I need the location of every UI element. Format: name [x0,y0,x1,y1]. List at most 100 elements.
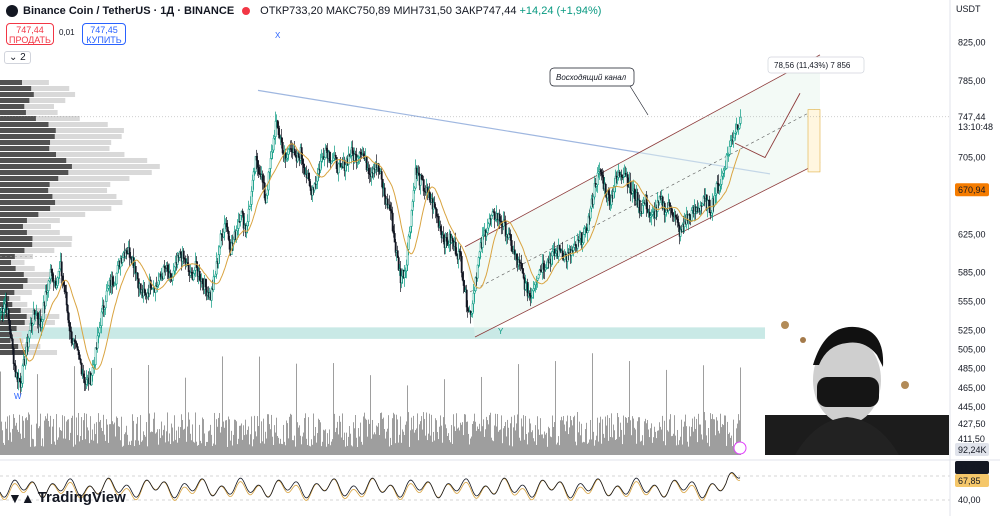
candle-body [256,159,259,168]
price-tick-label: 427,50 [958,419,986,429]
volume-profile-bar [0,140,112,145]
volume-bar [374,432,375,455]
volume-bar [599,422,600,455]
volume-bar [341,437,342,455]
volume-bar [699,424,700,455]
candle-body [166,265,169,272]
volume-bar [191,440,192,455]
candle-body [397,257,400,271]
buy-button[interactable]: 747,45 КУПИТЬ [82,23,126,45]
bnb-coin-icon [6,5,18,17]
volume-bar [253,439,254,455]
candle-body [21,365,24,384]
volume-bar [700,424,701,455]
volume-bar [380,413,381,455]
candle-body [434,207,437,210]
volume-profile-bar [0,308,21,313]
sell-button[interactable]: 747,44 ПРОДАТЬ [6,23,54,45]
volume-bar [315,427,316,455]
tradingview-logo[interactable]: ▼▲ TradingView [8,489,126,506]
volume-bar [136,423,137,455]
ohlc-change-value: +14,24 (+1,94%) [519,5,602,17]
volume-bar [116,416,117,455]
volume-bar [99,421,100,455]
volume-bar [327,433,328,455]
candle-body [57,270,60,278]
volume-bar [730,437,731,455]
channel-midline [469,109,816,293]
volume-bar [427,440,428,455]
volume-bar [4,444,5,455]
volume-bar [100,419,101,455]
volume-bar [279,443,280,455]
volume-bar [41,445,42,455]
currency-select[interactable]: USDT [956,4,981,14]
volume-bar [459,430,460,455]
volume-bar [458,427,459,455]
candle-body [276,120,279,129]
volume-profile-bar [0,194,117,199]
volume-bar [326,446,327,455]
volume-bar [681,419,682,455]
ohlc-low: МИН731,50 [393,5,452,17]
candle-body [558,244,561,250]
candle-body [412,190,415,202]
volume-bar [88,430,89,455]
candle-body [334,154,337,158]
volume-bar [405,424,406,455]
volume-bar [516,423,517,455]
candle-body [218,246,221,255]
volume-bar [368,419,369,455]
volume-bar [306,438,307,455]
candle-body [274,120,277,137]
volume-bar [450,442,451,455]
volume-bar [625,417,626,455]
volume-bar [598,441,599,455]
symbol-title[interactable]: Binance Coin / TetherUS · 1Д · BINANCE [23,5,235,17]
volume-bar [342,413,343,455]
candle-body [50,268,53,273]
candle-body [100,311,103,326]
volume-bar [348,436,349,455]
volume-bar [22,416,23,455]
volume-bar [210,424,211,455]
avatar-image [765,305,949,455]
volume-bar [533,438,534,455]
volume-bar [176,430,177,455]
volume-bar [535,425,536,455]
volume-bar [673,433,674,455]
price-tick-label: 785,00 [958,76,986,86]
candle-body [325,147,328,151]
volume-bar [180,427,181,455]
volume-bar [475,421,476,455]
volume-bar [157,429,158,455]
candle-body [522,272,525,279]
indicators-toggle[interactable]: ⌄ 2 [4,51,31,64]
volume-bar [1,421,2,455]
candle-body [105,290,108,302]
candle-body [720,175,723,185]
volume-bar [259,356,260,455]
volume-bar [495,413,496,455]
volume-bar [502,443,503,455]
candle-body [718,185,721,192]
volume-profile-bar [0,284,52,289]
candle-body [14,365,17,378]
volume-bar [294,435,295,455]
volume-bar [5,421,6,455]
volume-bar [330,445,331,455]
volume-bar [356,437,357,455]
volume-profile-bar [0,146,50,151]
volume-bar [333,363,334,455]
volume-bar [413,415,414,455]
volume-bar [454,426,455,455]
volume-bar [621,429,622,455]
volume-bar [602,419,603,455]
candle-body [454,241,457,255]
candle-body [80,362,83,375]
volume-bar [528,432,529,455]
volume-bar [169,433,170,455]
volume-bar [626,417,627,455]
volume-bar [160,437,161,455]
